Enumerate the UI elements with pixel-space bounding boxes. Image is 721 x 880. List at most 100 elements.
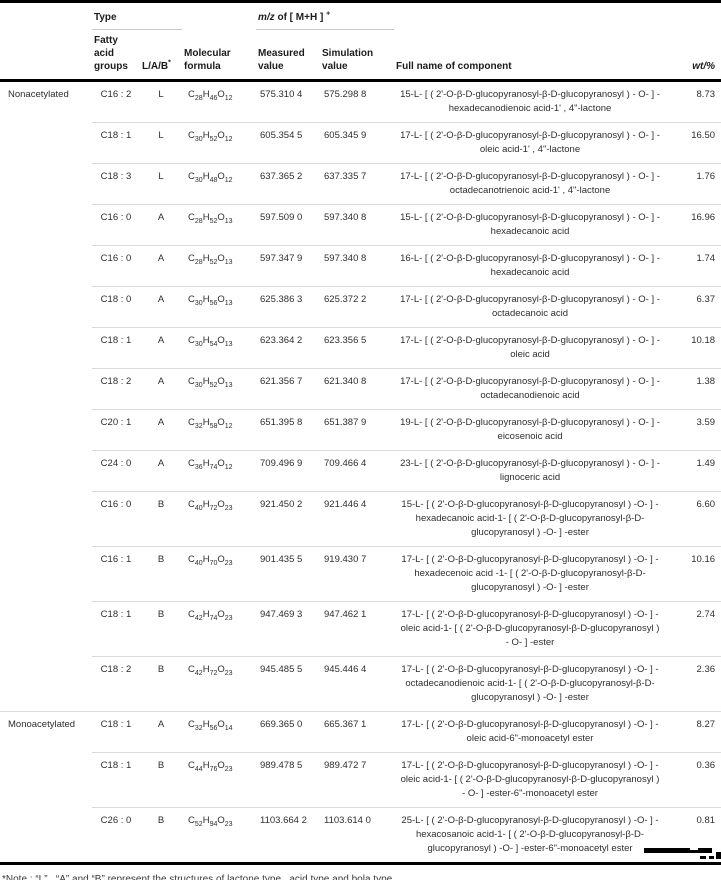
table-row: C18 : 2 A C30H52O13 621.356 7 621.340 8 17-L-…	[0, 368, 721, 410]
wt-label: wt/%	[692, 61, 716, 72]
cell-simulation: 597.340 8	[320, 204, 395, 246]
cell-simulation: 575.298 8	[324, 89, 367, 100]
cell-lab: B	[140, 601, 183, 657]
cell-measured: 625.386 3	[256, 286, 321, 328]
cell-wt: 1.49	[666, 450, 721, 492]
cell-lab: A	[140, 245, 183, 287]
cell-simulation: 625.372 2	[320, 286, 395, 328]
cell-fatty-acid: C18 : 1	[92, 752, 140, 808]
cell-wt: 2.74	[666, 601, 721, 657]
cell-lab: B	[140, 491, 183, 547]
cell-measured: 597.509 0	[256, 204, 321, 246]
cell-full-name: 25-L- [ ( 2'-O-β-D-glucopyranosyl-β-D-gl…	[394, 807, 667, 864]
mz-rest-label: of [ M+H ]	[274, 12, 327, 23]
cell-simulation: 989.472 7	[320, 752, 395, 808]
cell-wt: 1.38	[666, 368, 721, 410]
table-row: C16 : 0 A C28H52O13 597.347 9 597.340 8 16-L-…	[0, 245, 721, 287]
cell-formula: C28H52O13	[182, 245, 257, 287]
cell-lab: B	[140, 656, 183, 712]
cell-formula: C42H72O23	[182, 656, 257, 712]
cell-simulation: 637.335 7	[320, 163, 395, 205]
cell-simulation: 947.462 1	[320, 601, 395, 657]
table-row: C18 : 1 A C30H54O13 623.364 2 623.356 5 17-L-…	[0, 327, 721, 369]
cell-full-name: 17-L- [ ( 2'-O-β-D-glucopyranosyl-β-D-gl…	[394, 327, 667, 369]
footnote: *Note : “L” , “A” and “B” represent the …	[2, 874, 395, 880]
group-header-row: Type m/z of [ M+H ] +	[0, 1, 721, 30]
cell-type	[0, 492, 92, 547]
cell-lab: A	[140, 368, 183, 410]
cell-fatty-acid: C18 : 1	[92, 327, 140, 369]
cell-type	[0, 369, 92, 410]
cell-measured: 637.365 2	[256, 163, 321, 205]
group-header-spacer	[0, 2, 92, 30]
table-row: C26 : 0 B C52H94O23 1103.664 2 1103.614 0 25-…	[0, 807, 721, 864]
cell-lab: B	[140, 546, 183, 602]
group-header-spacer	[182, 2, 256, 30]
cell-measured: 621.356 7	[256, 368, 321, 410]
lab-label: L/A/B	[142, 61, 169, 72]
cell-measured: 709.496 9	[256, 450, 321, 492]
cell-formula: C36H74O12	[182, 450, 257, 492]
cell-fatty-acid: C24 : 0	[92, 450, 140, 492]
cell-full-name: 15-L- [ ( 2'-O-β-D-glucopyranosyl-β-D-gl…	[394, 204, 667, 246]
group-header-type: Type	[92, 1, 183, 30]
col-header-fatty-acid: Fatty acid groups	[92, 29, 140, 82]
cell-wt: 0.36	[666, 752, 721, 808]
print-artifact	[700, 856, 706, 859]
cell-simulation: 605.345 9	[320, 122, 395, 164]
cell-lab: A	[140, 409, 183, 451]
cell-lab: A	[140, 711, 183, 753]
cell-full-name: 17-L- [ ( 2'-O-β-D-glucopyranosyl-β-D-gl…	[394, 286, 667, 328]
cell-wt: 8.27	[666, 711, 721, 753]
cell-lab: A	[140, 327, 183, 369]
cell-full-name: 17-L- [ ( 2'-O-β-D-glucopyranosyl-β-D-gl…	[394, 163, 667, 205]
cell-simulation: 1103.614 0	[320, 807, 395, 864]
table-row: C18 : 2 B C42H72O23 945.485 5 945.446 4 17-L-…	[0, 656, 721, 712]
cell-measured: 1103.664 2	[256, 807, 321, 864]
cell-full-name: 17-L- [ ( 2'-O-β-D-glucopyranosyl-β-D-gl…	[394, 601, 667, 657]
cell-lab: L	[140, 163, 183, 205]
cell-type	[0, 657, 92, 712]
col-header-full-name: Full name of component	[394, 29, 667, 82]
table-row: C18 : 1 B C44H76O23 989.478 5 989.472 7 17-L-…	[0, 752, 721, 808]
group-header-type-label: Type	[94, 12, 117, 23]
cell-full-name: 17-L- [ ( 2'-O-β-D-glucopyranosyl-β-D-gl…	[394, 546, 667, 602]
cell-wt: 16.96	[666, 204, 721, 246]
cell-simulation: 623.356 5	[320, 327, 395, 369]
cell-lab: B	[140, 807, 183, 864]
cell-fatty-acid: C16 : 0	[92, 204, 140, 246]
table-row: C24 : 0 A C36H74O12 709.496 9 709.466 4 23-L-…	[0, 450, 721, 492]
table-row: C16 : 0 B C40H72O23 921.450 2 921.446 4 15-L-…	[0, 491, 721, 547]
group-header-mz: m/z of [ M+H ] +	[256, 1, 395, 30]
cell-full-name: 15-L- [ ( 2'-O-β-D-glucopyranosyl-β-D-gl…	[394, 491, 667, 547]
table-row: Monoacetylated C18 : 1 A C32H56O14 669.365 0…	[0, 711, 721, 753]
cell-type	[0, 246, 92, 287]
cell-measured: 947.469 3	[256, 601, 321, 657]
cell-fatty-acid: C18 : 2	[92, 656, 140, 712]
cell-full-name: 16-L- [ ( 2'-O-β-D-glucopyranosyl-β-D-gl…	[394, 245, 667, 287]
cell-type	[0, 328, 92, 369]
cell-formula: C30H56O13	[182, 286, 257, 328]
col-header-lab: L/A/B*	[140, 29, 183, 82]
cell-fatty-acid: C18 : 1	[92, 601, 140, 657]
cell-wt: 1.76	[666, 163, 721, 205]
table-row: C18 : 0 A C30H56O13 625.386 3 625.372 2 17-L-…	[0, 286, 721, 328]
cell-full-name: 17-L- [ ( 2'-O-β-D-glucopyranosyl-β-D-gl…	[394, 368, 667, 410]
cell-fatty-acid: C16 : 1	[92, 546, 140, 602]
cell-type: Monoacetylated	[0, 711, 92, 753]
cell-full-name: 17-L- [ ( 2'-O-β-D-glucopyranosyl-β-D-gl…	[394, 656, 667, 712]
cell-formula: C44H76O23	[182, 752, 257, 808]
cell-full-name: 17-L- [ ( 2'-O-β-D-glucopyranosyl-β-D-gl…	[394, 122, 667, 164]
cell-wt: 0.81	[666, 807, 721, 864]
cell-measured: 597.347 9	[256, 245, 321, 287]
cell-formula: C32H56O14	[182, 711, 257, 753]
cell-full-name: 17-L- [ ( 2'-O-β-D-glucopyranosyl-β-D-gl…	[394, 752, 667, 808]
table-row: Nonacetylated C16 : 2 L C28H46O12 575.310 4 5…	[0, 81, 721, 123]
cell-full-name: 19-L- [ ( 2'-O-β-D-glucopyranosyl-β-D-gl…	[394, 409, 667, 451]
column-header-row: Fatty acid groups L/A/B* Molecular formu…	[0, 29, 721, 82]
cell-type	[0, 123, 92, 164]
cell-type: Nonacetylated	[8, 89, 69, 100]
cell-formula: C40H72O23	[182, 491, 257, 547]
cell-measured: 945.485 5	[256, 656, 321, 712]
